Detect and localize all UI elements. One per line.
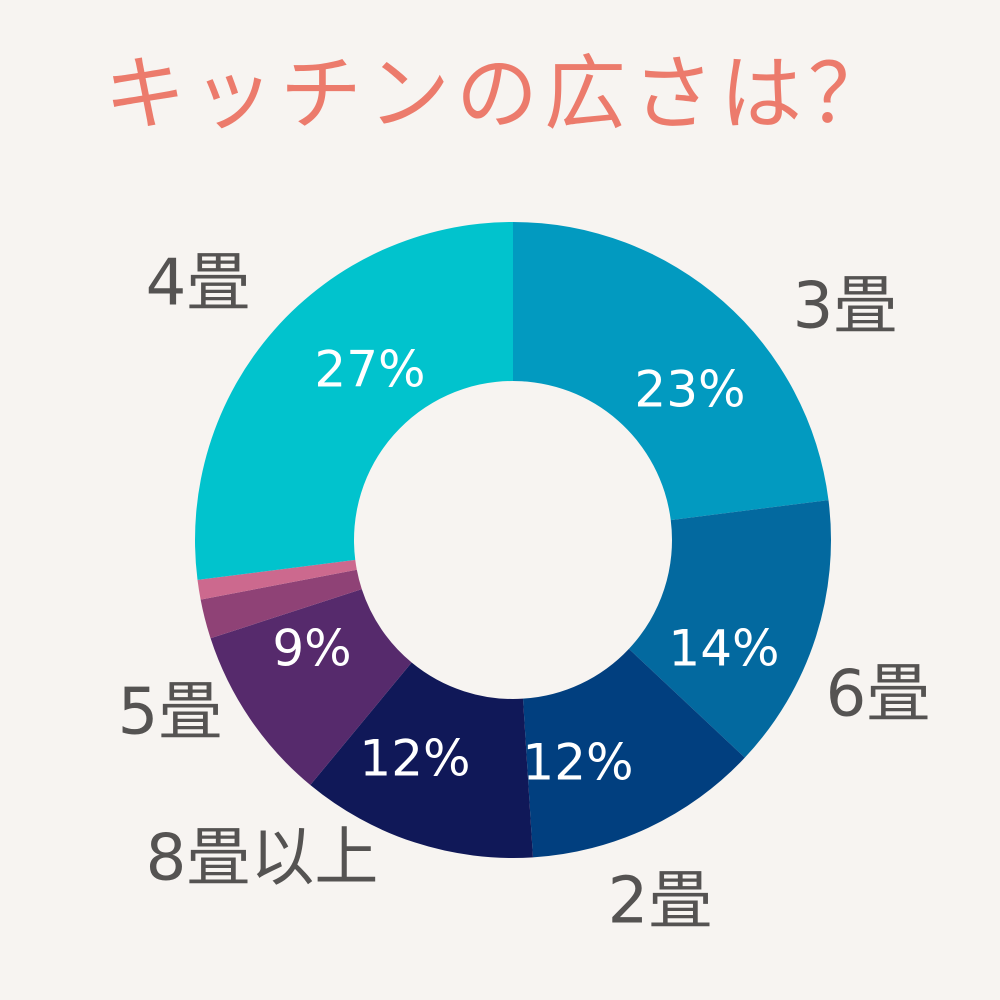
slice-percent-label: 12% xyxy=(359,730,470,788)
donut-slice-5畳 xyxy=(210,589,412,786)
chart-title: キッチンの広さは？ xyxy=(103,47,896,142)
donut-slice-4畳 xyxy=(194,222,513,580)
slice-category-label: 5畳 xyxy=(118,676,223,750)
donut-slice-2畳 xyxy=(522,648,745,858)
slice-percent-label: 9% xyxy=(272,620,351,678)
donut-slice-3畳 xyxy=(513,222,829,521)
slice-percent-label: 23% xyxy=(634,361,745,419)
slice-percent-label: 14% xyxy=(668,620,779,678)
donut-labels: 23% 3畳 14% 6畳 12% 2畳 12% 8畳以上 9% 5畳 27% 4畳 xyxy=(118,247,931,939)
slice-category-label: 6畳 xyxy=(826,658,931,732)
donut-slice-6 xyxy=(197,559,357,600)
donut-slice-6畳 xyxy=(628,500,831,758)
slice-category-label: 2畳 xyxy=(608,865,713,939)
donut-slices xyxy=(194,222,831,858)
donut-slice-5 xyxy=(200,569,362,639)
donut-slice-8畳以上 xyxy=(310,662,533,858)
slice-percent-label: 12% xyxy=(522,734,633,792)
slice-category-label: 8畳以上 xyxy=(146,822,379,896)
slice-category-label: 4畳 xyxy=(146,247,251,321)
slice-category-label: 3畳 xyxy=(793,270,898,344)
slice-percent-label: 27% xyxy=(314,341,425,399)
